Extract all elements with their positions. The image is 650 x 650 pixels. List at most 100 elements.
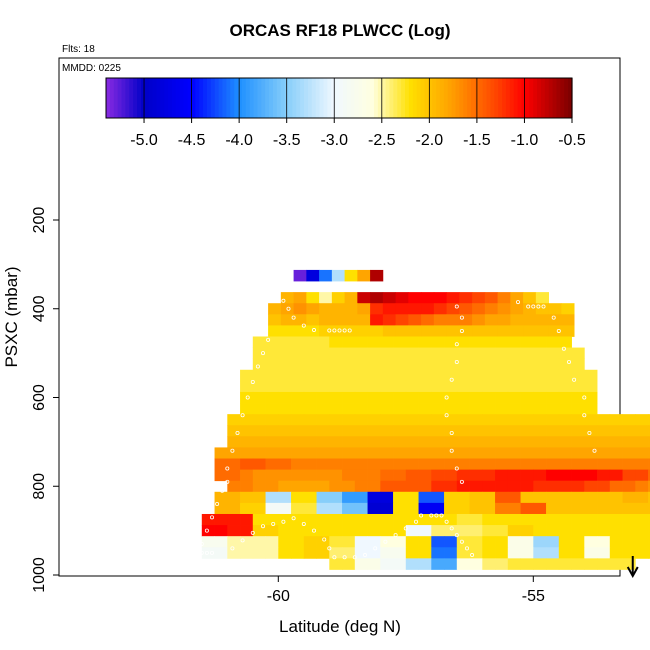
heatmap-cell — [342, 403, 356, 415]
colorbar-segment — [560, 78, 565, 118]
heatmap-cell — [622, 480, 636, 493]
heatmap-cell — [252, 425, 266, 437]
heatmap-cell — [482, 536, 496, 548]
heatmap-cell — [316, 480, 330, 493]
heatmap-cell — [648, 525, 650, 537]
heatmap-cell — [344, 292, 358, 304]
track-point — [454, 359, 459, 364]
heatmap-cell — [584, 502, 598, 515]
heatmap-cell — [446, 292, 460, 304]
colorbar-segment — [187, 78, 193, 118]
track-point — [419, 513, 424, 518]
heatmap-cell — [354, 403, 368, 415]
colorbar-segment — [179, 78, 185, 118]
heatmap-cell — [357, 325, 371, 337]
heatmap-cell — [278, 391, 292, 404]
heatmap-cell — [354, 336, 368, 348]
heatmap-cell — [571, 558, 585, 570]
heatmap-cell — [444, 436, 458, 448]
heatmap-cell — [354, 436, 368, 448]
heatmap-cell — [303, 491, 317, 504]
heatmap-cell — [648, 458, 650, 471]
heatmap-cell — [240, 458, 254, 471]
heatmap-cell — [265, 458, 279, 471]
heatmap-cell — [469, 525, 483, 537]
heatmap-cell — [357, 292, 371, 304]
heatmap-cell — [367, 447, 381, 459]
colorbar-segment — [540, 78, 546, 118]
heatmap-cell — [382, 325, 396, 337]
heatmap-cell — [431, 403, 445, 415]
heatmap-cell — [291, 358, 305, 371]
heatmap-cell — [584, 469, 598, 482]
heatmap-cell — [648, 447, 650, 459]
heatmap-cell — [444, 391, 458, 404]
heatmap-cell — [484, 325, 498, 337]
heatmap-cell — [482, 403, 496, 415]
colorbar-segment — [428, 78, 433, 118]
heatmap-cell — [418, 536, 432, 548]
heatmap-cell — [342, 502, 356, 515]
heatmap-cell — [342, 491, 356, 504]
heatmap-cell — [405, 358, 419, 371]
heatmap-cell — [291, 491, 305, 504]
track-point — [531, 304, 536, 309]
heatmap-cell — [418, 447, 432, 459]
colorbar-segment — [288, 78, 293, 118]
colorbar-segment — [106, 78, 111, 118]
heatmap-cell — [380, 369, 394, 382]
heatmap-cell — [469, 469, 483, 482]
colorbar-segment — [300, 78, 305, 118]
heatmap-cell — [370, 303, 384, 315]
track-point — [413, 519, 418, 524]
heatmap-cell — [380, 347, 394, 360]
track-point — [204, 550, 209, 555]
heatmap-cell — [469, 502, 483, 515]
heatmap-cell — [609, 458, 623, 471]
track-point — [536, 304, 541, 309]
heatmap-cell — [291, 536, 305, 548]
x-axis-label: Latitude (deg N) — [279, 617, 401, 636]
heatmap-cell — [535, 292, 549, 304]
heatmap-cell — [354, 425, 368, 437]
heatmap-cell — [597, 425, 611, 437]
colorbar-segment — [393, 78, 398, 118]
heatmap-cells — [201, 269, 650, 570]
colorbar-segment — [183, 78, 189, 118]
track-point — [327, 328, 332, 333]
heatmap-cell — [303, 380, 317, 393]
heatmap-cell — [316, 469, 330, 482]
heatmap-cell — [546, 558, 560, 570]
heatmap-cell — [561, 303, 575, 315]
heatmap-cell — [456, 391, 470, 404]
heatmap-cell — [533, 336, 547, 348]
heatmap-cell — [329, 391, 343, 404]
heatmap-cell — [609, 480, 623, 493]
heatmap-cell — [367, 480, 381, 493]
heatmap-cell — [316, 458, 330, 471]
colorbar-segment — [513, 78, 519, 118]
heatmap-cell — [418, 469, 432, 482]
track-point — [464, 546, 469, 551]
heatmap-cell — [535, 325, 549, 337]
heatmap-cell — [571, 536, 585, 548]
track-point — [383, 539, 388, 544]
heatmap-cell — [469, 336, 483, 348]
heatmap-cell — [240, 414, 254, 426]
heatmap-cell — [303, 469, 317, 482]
track-point — [276, 290, 281, 295]
heatmap-cell — [609, 525, 623, 537]
track-point — [582, 413, 587, 418]
heatmap-cell — [484, 292, 498, 304]
heatmap-cell — [227, 525, 241, 537]
colorbar-segment — [436, 78, 441, 118]
heatmap-cell — [520, 436, 534, 448]
heatmap-cell — [380, 358, 394, 371]
heatmap-cell — [342, 391, 356, 404]
heatmap-cell — [456, 358, 470, 371]
colorbar-segment — [144, 78, 150, 118]
track-point — [291, 315, 296, 320]
heatmap-cell — [622, 447, 636, 459]
heatmap-cell — [444, 336, 458, 348]
heatmap-cell — [278, 380, 292, 393]
